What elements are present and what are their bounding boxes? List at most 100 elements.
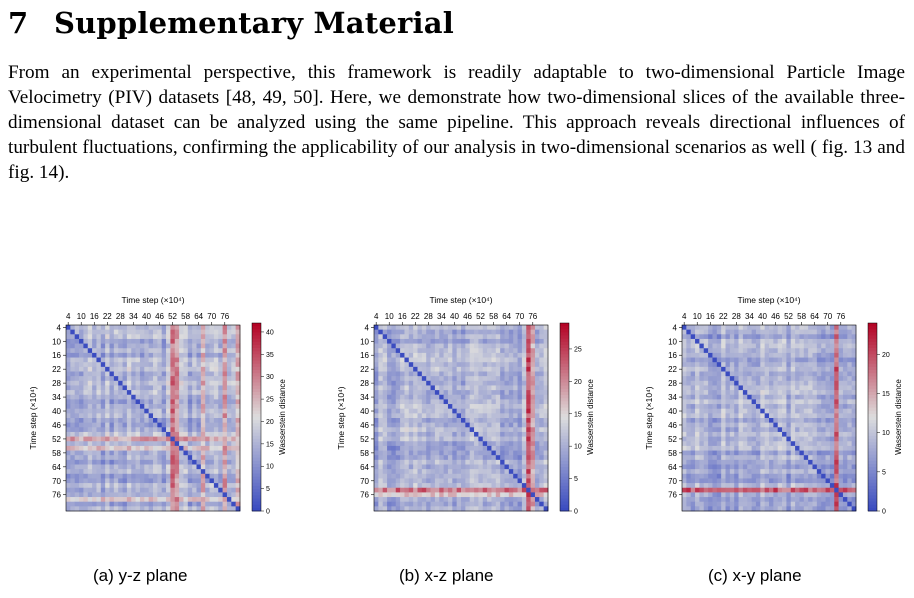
heatmap-cell	[531, 330, 536, 335]
heatmap-cell	[513, 362, 518, 367]
heatmap-cell	[162, 344, 167, 349]
heatmap-cell	[739, 455, 744, 460]
heatmap-cell	[131, 339, 136, 344]
heatmap-cell	[791, 325, 796, 330]
heatmap-cell	[96, 413, 101, 418]
heatmap-cell	[509, 376, 514, 381]
heatmap-cell	[826, 483, 831, 488]
heatmap-cell	[236, 404, 241, 409]
heatmap-cell	[127, 404, 132, 409]
heatmap-cell	[839, 455, 844, 460]
heatmap-cell	[418, 460, 423, 465]
heatmap-cell	[183, 460, 188, 465]
colorbar-segment	[252, 498, 261, 502]
heatmap-cell	[817, 418, 822, 423]
heatmap-cell	[847, 385, 852, 390]
heatmap-cell	[743, 376, 748, 381]
heatmap-cell	[509, 409, 514, 414]
heatmap-cell	[179, 455, 184, 460]
heatmap-cell	[426, 455, 431, 460]
heatmap-cell	[140, 395, 145, 400]
colorbar-segment	[252, 480, 261, 484]
heatmap-cell	[513, 478, 518, 483]
heatmap-cell	[691, 460, 696, 465]
colorbar-segment	[252, 348, 261, 352]
heatmap-cell	[404, 437, 409, 442]
heatmap-cell	[205, 358, 210, 363]
heatmap-cell	[752, 376, 757, 381]
heatmap-cell	[708, 478, 713, 483]
heatmap-cell	[439, 339, 444, 344]
heatmap-cell	[396, 376, 401, 381]
heatmap-cell	[404, 353, 409, 358]
heatmap-cell	[210, 409, 215, 414]
heatmap-cell	[214, 427, 219, 432]
heatmap-cell	[817, 423, 822, 428]
heatmap-cell	[192, 483, 197, 488]
heatmap-cell	[526, 339, 531, 344]
heatmap-cell	[726, 488, 731, 493]
heatmap-cell	[391, 409, 396, 414]
heatmap-cell	[704, 358, 709, 363]
heatmap-cell	[231, 455, 236, 460]
heatmap-cell	[448, 423, 453, 428]
heatmap-cell	[461, 492, 466, 497]
heatmap-cell	[227, 488, 232, 493]
heatmap-cell	[544, 488, 549, 493]
heatmap-cell	[526, 418, 531, 423]
heatmap-cell	[236, 497, 241, 502]
colorbar-segment	[560, 354, 569, 358]
heatmap-cell	[197, 446, 202, 451]
heatmap-cell	[431, 362, 436, 367]
heatmap-cell	[487, 404, 492, 409]
heatmap-cell	[830, 478, 835, 483]
heatmap-cell	[496, 362, 501, 367]
heatmap-cell	[162, 460, 167, 465]
heatmap-cell	[795, 395, 800, 400]
heatmap-cell	[391, 353, 396, 358]
heatmap-cell	[153, 399, 158, 404]
heatmap-cell	[786, 390, 791, 395]
heatmap-cell	[830, 376, 835, 381]
heatmap-cell	[448, 367, 453, 372]
heatmap-cell	[439, 423, 444, 428]
heatmap-cell	[127, 353, 132, 358]
heatmap-cell	[183, 325, 188, 330]
heatmap-cell	[708, 460, 713, 465]
heatmap-cell	[799, 460, 804, 465]
heatmap-cell	[739, 353, 744, 358]
heatmap-cell	[439, 362, 444, 367]
heatmap-cell	[474, 432, 479, 437]
heatmap-cell	[686, 451, 691, 456]
heatmap-cell	[752, 441, 757, 446]
heatmap-cell	[682, 334, 687, 339]
heatmap-cell	[70, 478, 75, 483]
heatmap-cell	[162, 497, 167, 502]
heatmap-cell	[782, 455, 787, 460]
heatmap-cell	[465, 432, 470, 437]
heatmap-cell	[236, 385, 241, 390]
heatmap-cell	[782, 427, 787, 432]
heatmap-cell	[214, 441, 219, 446]
heatmap-cell	[539, 390, 544, 395]
heatmap-cell	[478, 488, 483, 493]
heatmap-cell	[183, 483, 188, 488]
heatmap-cell	[170, 488, 175, 493]
heatmap-cell	[409, 502, 414, 507]
heatmap-cell	[826, 395, 831, 400]
heatmap-cell	[747, 339, 752, 344]
heatmap-cell	[197, 474, 202, 479]
heatmap-cell	[175, 334, 180, 339]
heatmap-cell	[478, 502, 483, 507]
heatmap-cell	[387, 437, 392, 442]
heatmap-cell	[760, 492, 765, 497]
heatmap-cell	[813, 465, 818, 470]
heatmap-cell	[374, 423, 379, 428]
heatmap-cell	[461, 390, 466, 395]
heatmap-cell	[544, 432, 549, 437]
heatmap-cell	[526, 455, 531, 460]
heatmap-cell	[404, 455, 409, 460]
heatmap-cell	[223, 437, 228, 442]
heatmap-cell	[227, 432, 232, 437]
heatmap-cell	[799, 474, 804, 479]
